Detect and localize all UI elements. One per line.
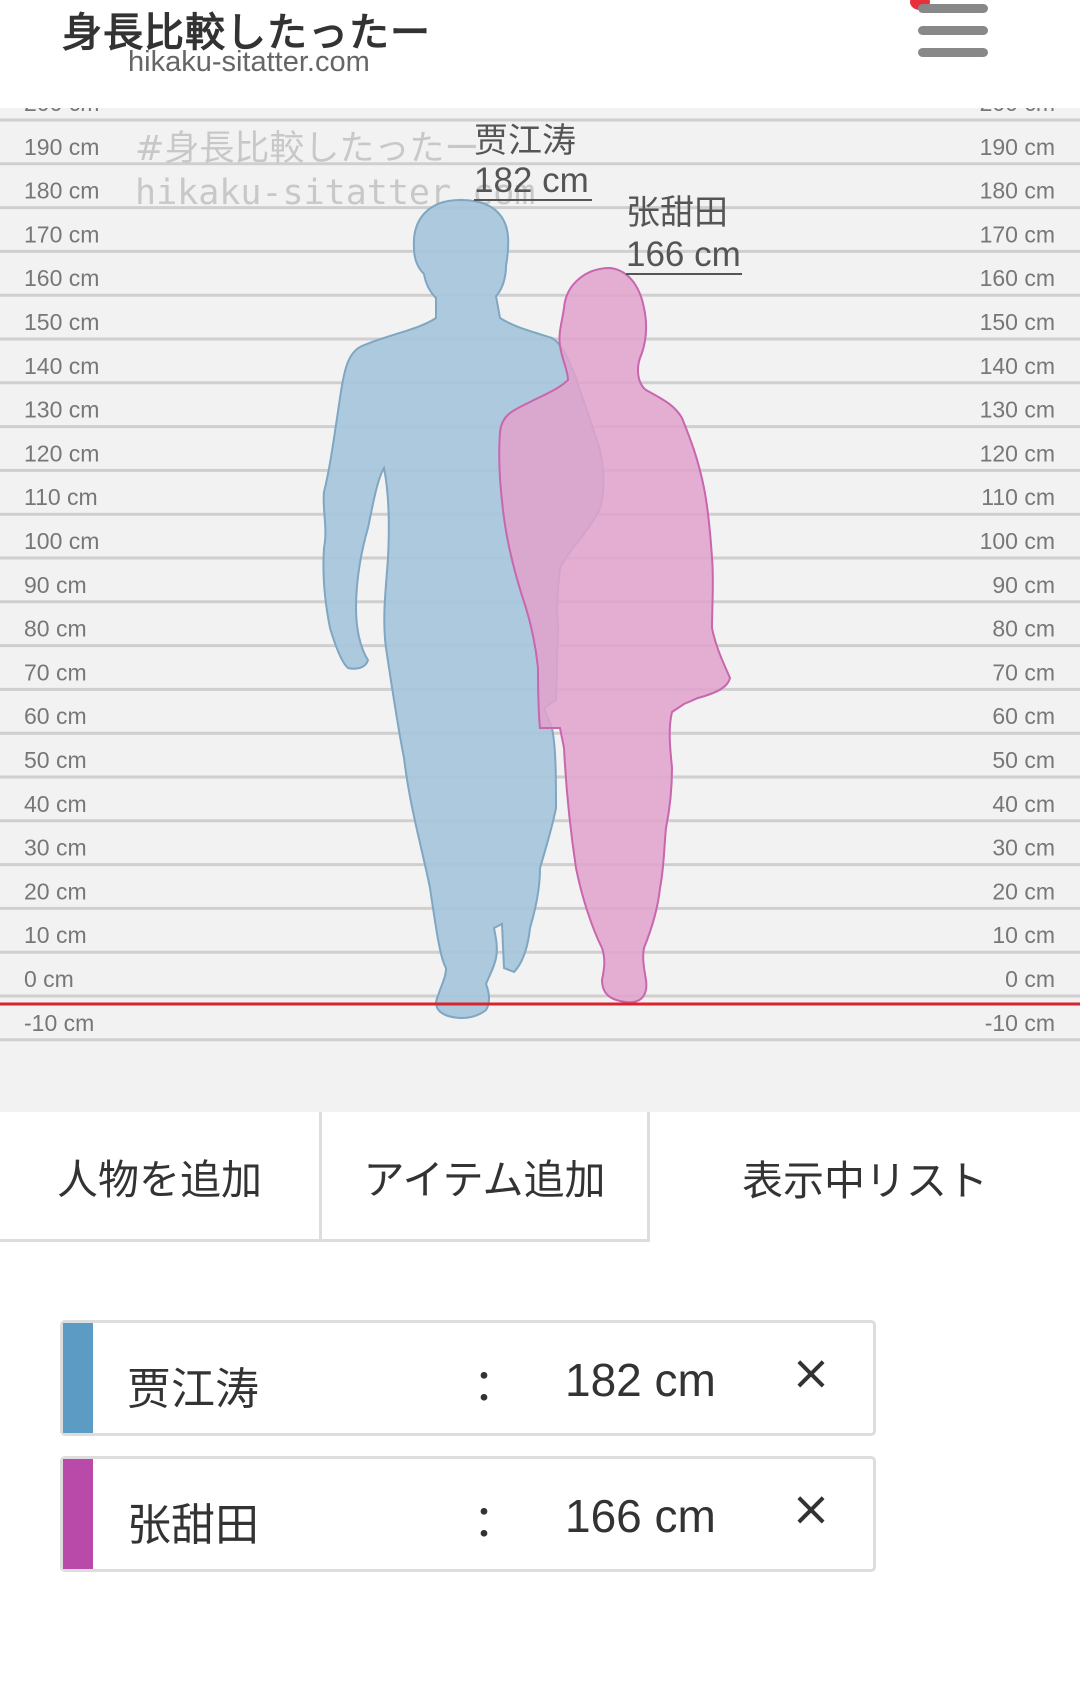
list-item-name: 张甜田 bbox=[127, 1500, 259, 1551]
scale-label-right: 170 cm bbox=[980, 221, 1055, 247]
site-domain: hikaku-sitatter.com bbox=[128, 46, 370, 78]
scale-label-right: 30 cm bbox=[992, 835, 1055, 861]
scale-label-right: 200 cm bbox=[980, 108, 1055, 116]
scale-label-left: 110 cm bbox=[24, 484, 98, 510]
scale-label-right: 40 cm bbox=[992, 791, 1055, 817]
tab-add-item[interactable]: アイテム追加 bbox=[322, 1112, 650, 1242]
figure-1-height-label: 182 cm bbox=[474, 161, 589, 200]
height-chart-svg: 200 cm 190 cm 180 cm 170 cm 160 cm 150 cm 140 … bbox=[0, 108, 1080, 1042]
scale-labels-left: 200 cm 190 cm 180 cm 170 cm 160 cm 150 cm 140 … bbox=[24, 108, 99, 1036]
scale-label-left: 70 cm bbox=[24, 659, 87, 685]
scale-label-left: 20 cm bbox=[24, 878, 87, 904]
list-item[interactable]: 张甜田 ： 166 cm × bbox=[60, 1456, 876, 1572]
scale-label-left: 90 cm bbox=[24, 572, 87, 598]
list-item-separator: ： bbox=[473, 1360, 517, 1411]
scale-label-right: 130 cm bbox=[980, 397, 1055, 423]
scale-label-right: 20 cm bbox=[992, 878, 1055, 904]
scale-label-left: 80 cm bbox=[24, 616, 87, 642]
scale-label-left: 200 cm bbox=[24, 108, 99, 116]
scale-label-right: 150 cm bbox=[980, 309, 1055, 335]
scale-label-right: 70 cm bbox=[992, 659, 1055, 685]
scale-label-left: 190 cm bbox=[24, 134, 99, 160]
app-header: 身長比較したったー hikaku-sitatter.com bbox=[0, 0, 1080, 108]
displayed-person-list: 贾江涛 ： 182 cm × 张甜田 ： 166 cm × bbox=[60, 1320, 876, 1592]
figure-2-height-label: 166 cm bbox=[626, 235, 741, 274]
scale-label-right: 190 cm bbox=[980, 134, 1055, 160]
figure-2-name-label: 张甜田 bbox=[626, 193, 728, 233]
scale-label-right: -10 cm bbox=[985, 1010, 1055, 1036]
scale-label-right: 60 cm bbox=[992, 703, 1055, 729]
scale-label-right: 160 cm bbox=[980, 265, 1055, 291]
remove-icon[interactable]: × bbox=[790, 1481, 832, 1537]
list-item-height: 166 cm bbox=[565, 1490, 716, 1542]
scale-label-right: 100 cm bbox=[980, 528, 1055, 554]
scale-label-left: 150 cm bbox=[24, 309, 99, 335]
scale-label-left: 120 cm bbox=[24, 440, 99, 466]
scale-label-left: 140 cm bbox=[24, 353, 99, 379]
menu-bar-middle bbox=[918, 26, 988, 35]
scale-label-right: 110 cm bbox=[981, 484, 1055, 510]
color-swatch bbox=[63, 1459, 93, 1569]
scale-label-left: 10 cm bbox=[24, 922, 87, 948]
scale-label-right: 80 cm bbox=[992, 616, 1055, 642]
scale-label-left: 170 cm bbox=[24, 221, 99, 247]
figure-1-name-label: 贾江涛 bbox=[474, 121, 576, 161]
scale-label-left: -10 cm bbox=[24, 1010, 94, 1036]
list-item-name: 贾江涛 bbox=[127, 1364, 259, 1415]
action-tabs: 人物を追加 アイテム追加 表示中リスト bbox=[0, 1112, 1080, 1244]
scale-label-left: 160 cm bbox=[24, 265, 99, 291]
scale-labels-right: 200 cm 190 cm 180 cm 170 cm 160 cm 150 cm 140 … bbox=[980, 108, 1055, 1036]
tab-display-list[interactable]: 表示中リスト bbox=[742, 1157, 988, 1205]
watermark-hashtag: #身長比較したったー bbox=[135, 129, 479, 169]
color-swatch bbox=[63, 1323, 93, 1433]
scale-label-left: 60 cm bbox=[24, 703, 87, 729]
scale-label-right: 50 cm bbox=[992, 747, 1055, 773]
site-title[interactable]: 身長比較したったー bbox=[62, 10, 431, 56]
scale-label-left: 0 cm bbox=[24, 966, 74, 992]
tab-add-person[interactable]: 人物を追加 bbox=[0, 1112, 322, 1242]
scale-label-left: 50 cm bbox=[24, 747, 87, 773]
scale-label-right: 140 cm bbox=[980, 353, 1055, 379]
list-item-height: 182 cm bbox=[565, 1354, 716, 1406]
scale-label-right: 180 cm bbox=[980, 178, 1055, 204]
list-item-separator: ： bbox=[473, 1496, 517, 1547]
scale-label-left: 180 cm bbox=[24, 178, 99, 204]
remove-icon[interactable]: × bbox=[790, 1345, 832, 1401]
scale-label-right: 120 cm bbox=[980, 440, 1055, 466]
figure-silhouette-2[interactable] bbox=[498, 266, 732, 1004]
height-comparison-canvas: 200 cm 190 cm 180 cm 170 cm 160 cm 150 cm 140 … bbox=[0, 108, 1080, 1112]
scale-label-right: 10 cm bbox=[992, 922, 1055, 948]
scale-label-right: 0 cm bbox=[1005, 966, 1055, 992]
scale-label-left: 100 cm bbox=[24, 528, 99, 554]
scale-label-left: 30 cm bbox=[24, 835, 87, 861]
scale-label-left: 40 cm bbox=[24, 791, 87, 817]
scale-label-left: 130 cm bbox=[24, 397, 99, 423]
menu-bar-bottom bbox=[918, 48, 988, 57]
menu-bar-top bbox=[918, 4, 988, 13]
hamburger-menu-icon[interactable] bbox=[910, 0, 990, 70]
scale-label-right: 90 cm bbox=[992, 572, 1055, 598]
list-item[interactable]: 贾江涛 ： 182 cm × bbox=[60, 1320, 876, 1436]
